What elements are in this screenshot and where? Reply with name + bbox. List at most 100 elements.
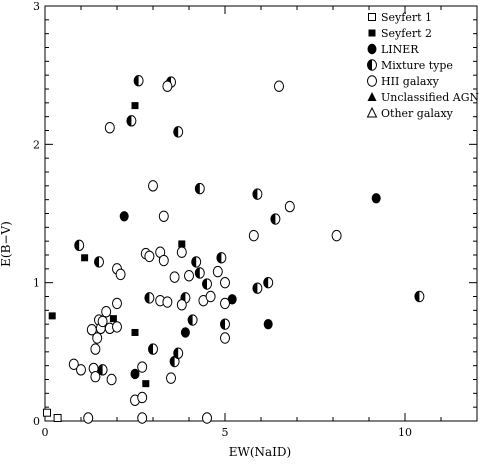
point-hii-galaxy bbox=[212, 265, 223, 278]
point-mixture-type bbox=[173, 347, 184, 359]
legend-label-unclassified-agn: Unclassified AGN bbox=[381, 91, 479, 104]
point-seyfert-2 bbox=[131, 102, 139, 110]
point-hii-galaxy bbox=[144, 250, 155, 263]
point-hii-galaxy bbox=[106, 373, 117, 386]
point-hii-galaxy bbox=[92, 332, 103, 344]
point-seyfert-2 bbox=[178, 240, 186, 248]
point-hii-galaxy bbox=[176, 246, 187, 258]
point-seyfert-2 bbox=[142, 380, 150, 388]
legend-label-hii-galaxy: HII galaxy bbox=[381, 75, 440, 88]
point-liner bbox=[227, 294, 237, 305]
point-mixture-type bbox=[216, 252, 227, 264]
point-mixture-type bbox=[144, 292, 155, 304]
point-liner bbox=[180, 327, 190, 338]
tick-labels: 0 5 10 0 1 2 3 bbox=[33, 0, 412, 439]
point-hii-galaxy bbox=[112, 321, 122, 333]
point-hii-galaxy bbox=[220, 332, 230, 344]
point-mixture-type bbox=[252, 282, 263, 294]
legend-marker-liner bbox=[367, 43, 377, 55]
point-hii-galaxy bbox=[148, 180, 158, 192]
point-mixture-type bbox=[191, 256, 202, 268]
point-hii-galaxy bbox=[220, 276, 230, 289]
axis-ticks bbox=[44, 5, 478, 422]
legend: Seyfert 1 Seyfert 2 LINER Mixture type HII g… bbox=[366, 11, 479, 120]
point-hii-galaxy bbox=[248, 229, 259, 242]
point-mixture-type bbox=[148, 343, 158, 355]
point-hii-galaxy bbox=[112, 297, 122, 310]
point-hii-galaxy bbox=[274, 80, 284, 92]
point-mixture-type bbox=[194, 267, 205, 279]
data-points bbox=[43, 75, 425, 424]
point-liner bbox=[371, 193, 381, 204]
point-hii-galaxy bbox=[162, 296, 173, 308]
legend-marker-hii-galaxy bbox=[367, 75, 377, 87]
legend-label-other-galaxy: Other galaxy bbox=[381, 107, 454, 120]
point-mixture-type bbox=[270, 213, 281, 225]
point-seyfert-2 bbox=[109, 315, 117, 323]
point-hii-galaxy bbox=[101, 306, 112, 318]
point-hii-galaxy bbox=[137, 391, 148, 404]
point-hii-galaxy bbox=[76, 364, 86, 376]
point-hii-galaxy bbox=[115, 268, 126, 281]
legend-marker-other-galaxy bbox=[366, 106, 378, 118]
point-mixture-type bbox=[194, 182, 205, 195]
point-mixture-type bbox=[252, 188, 263, 200]
point-hii-galaxy bbox=[166, 372, 176, 384]
point-liner bbox=[119, 211, 129, 222]
point-mixture-type bbox=[263, 276, 274, 289]
point-hii-galaxy bbox=[83, 412, 94, 424]
point-mixture-type bbox=[202, 278, 212, 290]
point-seyfert-2 bbox=[81, 254, 89, 262]
point-hii-galaxy bbox=[331, 229, 342, 242]
point-hii-galaxy bbox=[137, 361, 148, 373]
x-tick-label: 10 bbox=[398, 426, 412, 439]
point-mixture-type bbox=[133, 75, 144, 87]
point-hii-galaxy bbox=[284, 200, 295, 213]
point-hii-galaxy bbox=[137, 412, 148, 424]
point-hii-galaxy bbox=[158, 254, 169, 267]
point-liner bbox=[263, 318, 273, 330]
legend-marker-mixture-type bbox=[367, 59, 377, 71]
legend-marker-seyfert-2 bbox=[368, 29, 376, 37]
x-axis-label: EW(NaID) bbox=[229, 445, 291, 459]
point-mixture-type bbox=[173, 126, 184, 138]
y-axis-label: E(B−V) bbox=[0, 221, 13, 267]
legend-label-seyfert-2: Seyfert 2 bbox=[381, 27, 432, 40]
point-seyfert-1 bbox=[43, 408, 51, 417]
point-mixture-type bbox=[126, 115, 137, 127]
y-tick-label: 3 bbox=[33, 0, 40, 13]
y-tick-label: 0 bbox=[33, 415, 40, 428]
y-tick-label: 1 bbox=[33, 277, 40, 290]
point-hii-galaxy bbox=[169, 271, 180, 283]
point-hii-galaxy bbox=[184, 270, 194, 282]
point-seyfert-1 bbox=[53, 414, 62, 422]
point-hii-galaxy bbox=[202, 412, 212, 424]
point-seyfert-2 bbox=[48, 312, 56, 320]
point-mixture-type bbox=[74, 239, 85, 252]
legend-label-seyfert-1: Seyfert 1 bbox=[381, 11, 432, 24]
legend-marker-unclassified-agn bbox=[367, 92, 377, 101]
point-mixture-type bbox=[187, 314, 198, 326]
legend-label-mixture-type: Mixture type bbox=[381, 59, 453, 72]
point-hii-galaxy bbox=[97, 315, 108, 328]
x-tick-label: 0 bbox=[42, 426, 49, 439]
legend-marker-seyfert-1 bbox=[368, 13, 376, 21]
point-mixture-type bbox=[220, 318, 230, 330]
x-tick-label: 5 bbox=[222, 426, 229, 439]
legend-label-liner: LINER bbox=[381, 43, 419, 56]
point-hii-galaxy bbox=[220, 297, 230, 310]
point-mixture-type bbox=[414, 290, 425, 303]
point-mixture-type bbox=[94, 256, 104, 268]
point-hii-galaxy bbox=[90, 371, 101, 383]
point-hii-galaxy bbox=[90, 343, 101, 355]
point-seyfert-2 bbox=[131, 328, 139, 336]
point-hii-galaxy bbox=[104, 122, 115, 134]
y-tick-label: 2 bbox=[33, 138, 40, 151]
point-hii-galaxy bbox=[205, 290, 216, 303]
point-hii-galaxy bbox=[158, 210, 169, 222]
point-hii-galaxy bbox=[176, 299, 187, 311]
point-liner bbox=[130, 368, 140, 380]
point-hii-galaxy bbox=[68, 358, 79, 370]
